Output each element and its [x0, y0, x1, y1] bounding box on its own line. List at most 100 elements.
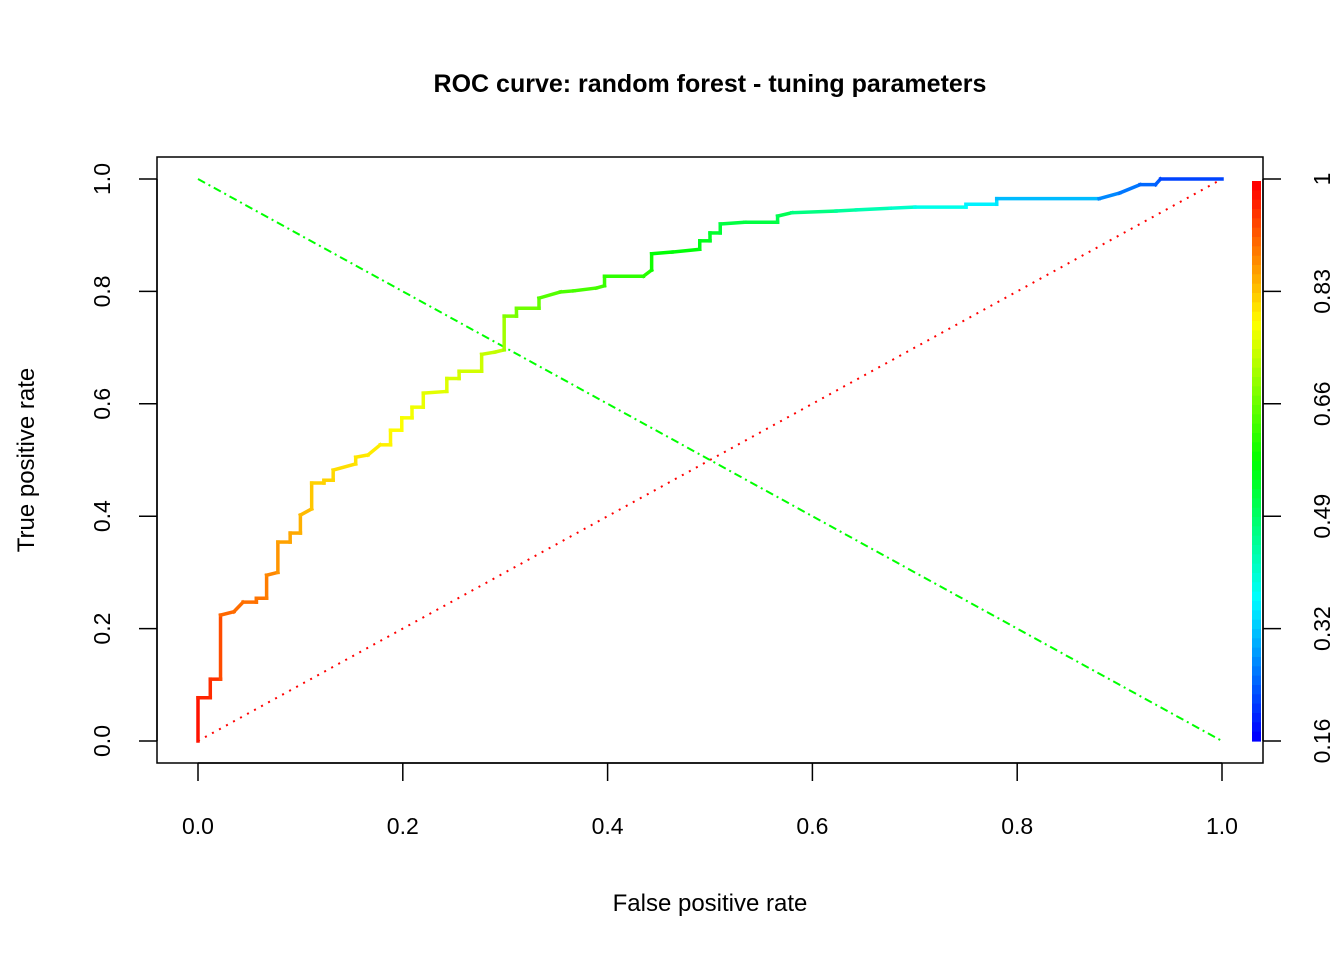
roc-curve-segment — [888, 205, 917, 211]
colorbar-band — [1252, 311, 1261, 322]
colorbar-band — [1252, 619, 1261, 630]
colorbar-band — [1252, 685, 1261, 695]
roc-curve-segment — [718, 220, 747, 226]
colorbar-band — [1252, 507, 1261, 518]
x-tick-label: 0.8 — [1001, 813, 1033, 839]
x-tick-label: 0.0 — [182, 813, 214, 839]
colorbar-band — [1252, 582, 1261, 593]
x-axis-title: False positive rate — [613, 890, 808, 917]
chart-title: ROC curve: random forest - tuning parame… — [434, 70, 987, 98]
colorbar-band — [1252, 526, 1261, 537]
roc-curve-segment — [218, 609, 236, 618]
colorbar-band — [1252, 386, 1261, 397]
colorbar-band — [1252, 703, 1261, 714]
colorbar-band — [1252, 591, 1261, 602]
x-tick-label: 1.0 — [1206, 813, 1238, 839]
colorbar-band — [1252, 638, 1261, 649]
roc-curve-segment — [834, 208, 859, 213]
roc-curve-segment — [365, 442, 383, 458]
colorbar-band — [1252, 731, 1261, 742]
x-tick-label: 0.2 — [387, 813, 419, 839]
roc-curve-segment — [790, 209, 838, 215]
y-tick-label: 0.4 — [89, 500, 115, 532]
y-tick-label: 1.0 — [89, 163, 115, 195]
colorbar-band — [1252, 349, 1261, 359]
colorbar-band — [1252, 517, 1261, 527]
roc-curve-segment — [571, 286, 599, 293]
roc-curve — [196, 176, 1224, 743]
x-tick-label: 0.6 — [796, 813, 828, 839]
y-axis-title: True positive rate — [13, 368, 40, 553]
colorbar-band — [1252, 227, 1261, 238]
y-tick-label: 0.6 — [89, 388, 115, 420]
roc-curve-segment — [298, 506, 315, 518]
colorbar-tick-label: 0.49 — [1309, 494, 1335, 539]
roc-curve-segment — [775, 210, 795, 219]
roc-curve-segment — [670, 247, 702, 254]
colorbar-band — [1252, 414, 1261, 425]
colorbar-band — [1252, 405, 1261, 415]
colorbar-tick-label: 0.83 — [1309, 269, 1335, 314]
roc-curve-segment — [479, 350, 497, 357]
colorbar-band — [1252, 358, 1261, 369]
chance-diagonal-line — [197, 178, 1223, 742]
colorbar-band — [1252, 451, 1261, 462]
colorbar-tick-label: 0.32 — [1309, 606, 1335, 651]
colorbar-band — [1252, 339, 1261, 350]
colorbar-band — [1252, 535, 1261, 546]
colorbar-band — [1252, 265, 1261, 275]
colorbar-band — [1252, 479, 1261, 490]
colorbar-band — [1252, 321, 1261, 331]
colorbar-band — [1252, 713, 1261, 723]
colorbar-band — [1252, 470, 1261, 481]
colorbar-band — [1252, 199, 1261, 210]
colorbar: 0.16 0.32 0.49 0.66 0.83 1 — [1252, 173, 1335, 764]
x-axis: 0.0 0.2 0.4 0.6 0.8 1.0 — [182, 762, 1238, 839]
roc-curve-segment — [421, 389, 449, 395]
roc-curve-segment — [558, 288, 576, 294]
colorbar-band — [1252, 237, 1261, 247]
anti-diagonal-line — [197, 178, 1223, 742]
colorbar-band — [1252, 190, 1261, 201]
colorbar-band — [1252, 423, 1261, 434]
roc-curve-segment — [1117, 182, 1143, 196]
roc-curve-segment — [264, 570, 280, 578]
roc-curve-segment — [331, 461, 358, 473]
colorbar-band — [1252, 694, 1261, 705]
colorbar-band — [1252, 610, 1261, 621]
colorbar-band — [1252, 274, 1261, 285]
colorbar-band — [1252, 302, 1261, 313]
colorbar-tick-label: 0.16 — [1309, 719, 1335, 764]
colorbar-band — [1252, 554, 1261, 565]
roc-curve-segment — [649, 250, 674, 256]
colorbar-band — [1252, 461, 1261, 471]
roc-curve-segment — [854, 206, 893, 212]
colorbar-band — [1252, 722, 1261, 733]
colorbar-band — [1252, 563, 1261, 574]
colorbar-band — [1252, 255, 1261, 266]
y-axis: 0.0 0.2 0.4 0.6 0.8 1.0 — [89, 163, 158, 757]
colorbar-band — [1252, 330, 1261, 341]
colorbar-band — [1252, 666, 1261, 677]
colorbar-band — [1252, 181, 1261, 191]
roc-curve-segment — [353, 452, 371, 460]
colorbar-band — [1252, 367, 1261, 378]
roc-curve-segment — [1096, 190, 1122, 201]
colorbar-band — [1252, 442, 1261, 453]
colorbar-band — [1252, 545, 1261, 555]
colorbar-band — [1252, 601, 1261, 611]
colorbar-band — [1252, 395, 1261, 406]
colorbar-band — [1252, 489, 1261, 499]
colorbar-band — [1252, 433, 1261, 443]
colorbar-band — [1252, 209, 1261, 219]
y-tick-label: 0.2 — [89, 613, 115, 645]
x-tick-label: 0.4 — [592, 813, 624, 839]
colorbar-band — [1252, 377, 1261, 387]
colorbar-band — [1252, 218, 1261, 229]
colorbar-band — [1252, 283, 1261, 294]
roc-curve-segment — [536, 289, 563, 301]
colorbar-tick-label: 1 — [1309, 173, 1335, 186]
colorbar-band — [1252, 629, 1261, 639]
y-tick-label: 0.8 — [89, 275, 115, 307]
